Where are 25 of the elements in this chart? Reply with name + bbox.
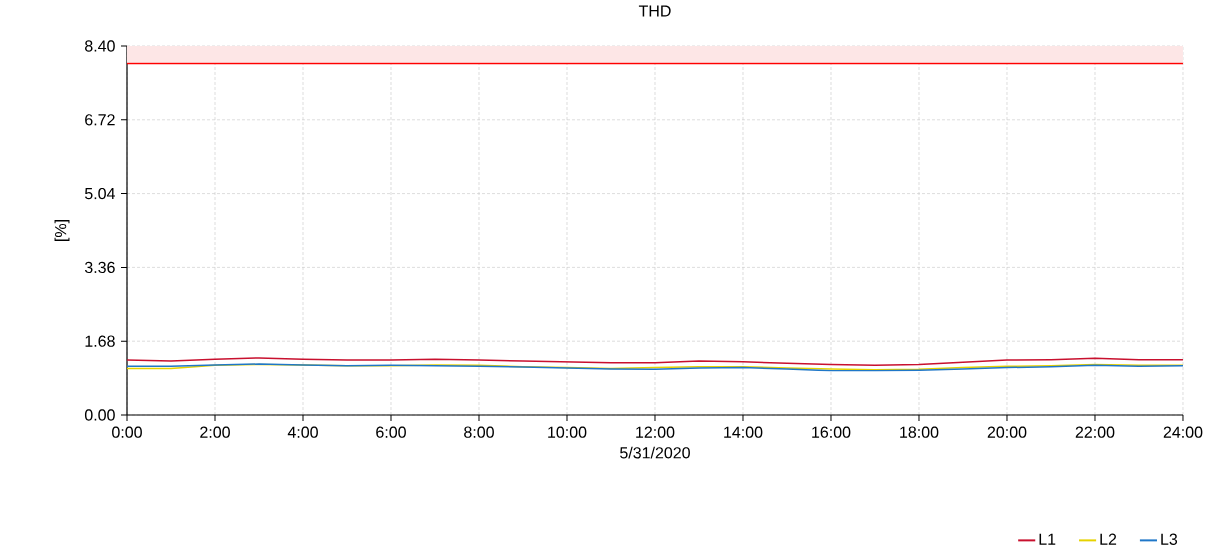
x-tick-label: 4:00 <box>287 426 318 438</box>
x-tick-label: 20:00 <box>987 426 1027 438</box>
y-tick-label: 5.04 <box>84 187 115 200</box>
x-tick-label: 12:00 <box>636 426 675 438</box>
x-tick-label: 18:00 <box>900 426 939 438</box>
y-tick-label: 8.40 <box>85 40 115 52</box>
x-tick-label: 10:00 <box>548 426 587 438</box>
y-tick-label: 3.36 <box>84 261 115 274</box>
chart-title: THD <box>638 5 671 17</box>
x-tick-label: 8:00 <box>464 426 494 438</box>
x-tick-label: 14:00 <box>724 426 763 438</box>
y-tick-label: 6.72 <box>85 114 115 126</box>
y-tick-label: 0.00 <box>84 409 115 421</box>
legend-label: L2 <box>1100 533 1117 545</box>
x-axis-title: 5/31/2020 <box>620 446 690 459</box>
y-tick-label: 1.68 <box>85 335 115 347</box>
legend-label: L3 <box>1161 533 1178 545</box>
x-tick-label: 16:00 <box>812 426 851 438</box>
x-tick-label: 6:00 <box>376 426 406 438</box>
x-tick-label: 24:00 <box>1163 426 1203 438</box>
x-tick-label: 0:00 <box>112 426 142 438</box>
x-tick-label: 2:00 <box>200 426 230 438</box>
legend-label: L1 <box>1039 533 1056 545</box>
y-axis-title: [%] <box>54 220 70 241</box>
x-tick-label: 22:00 <box>1075 426 1115 438</box>
